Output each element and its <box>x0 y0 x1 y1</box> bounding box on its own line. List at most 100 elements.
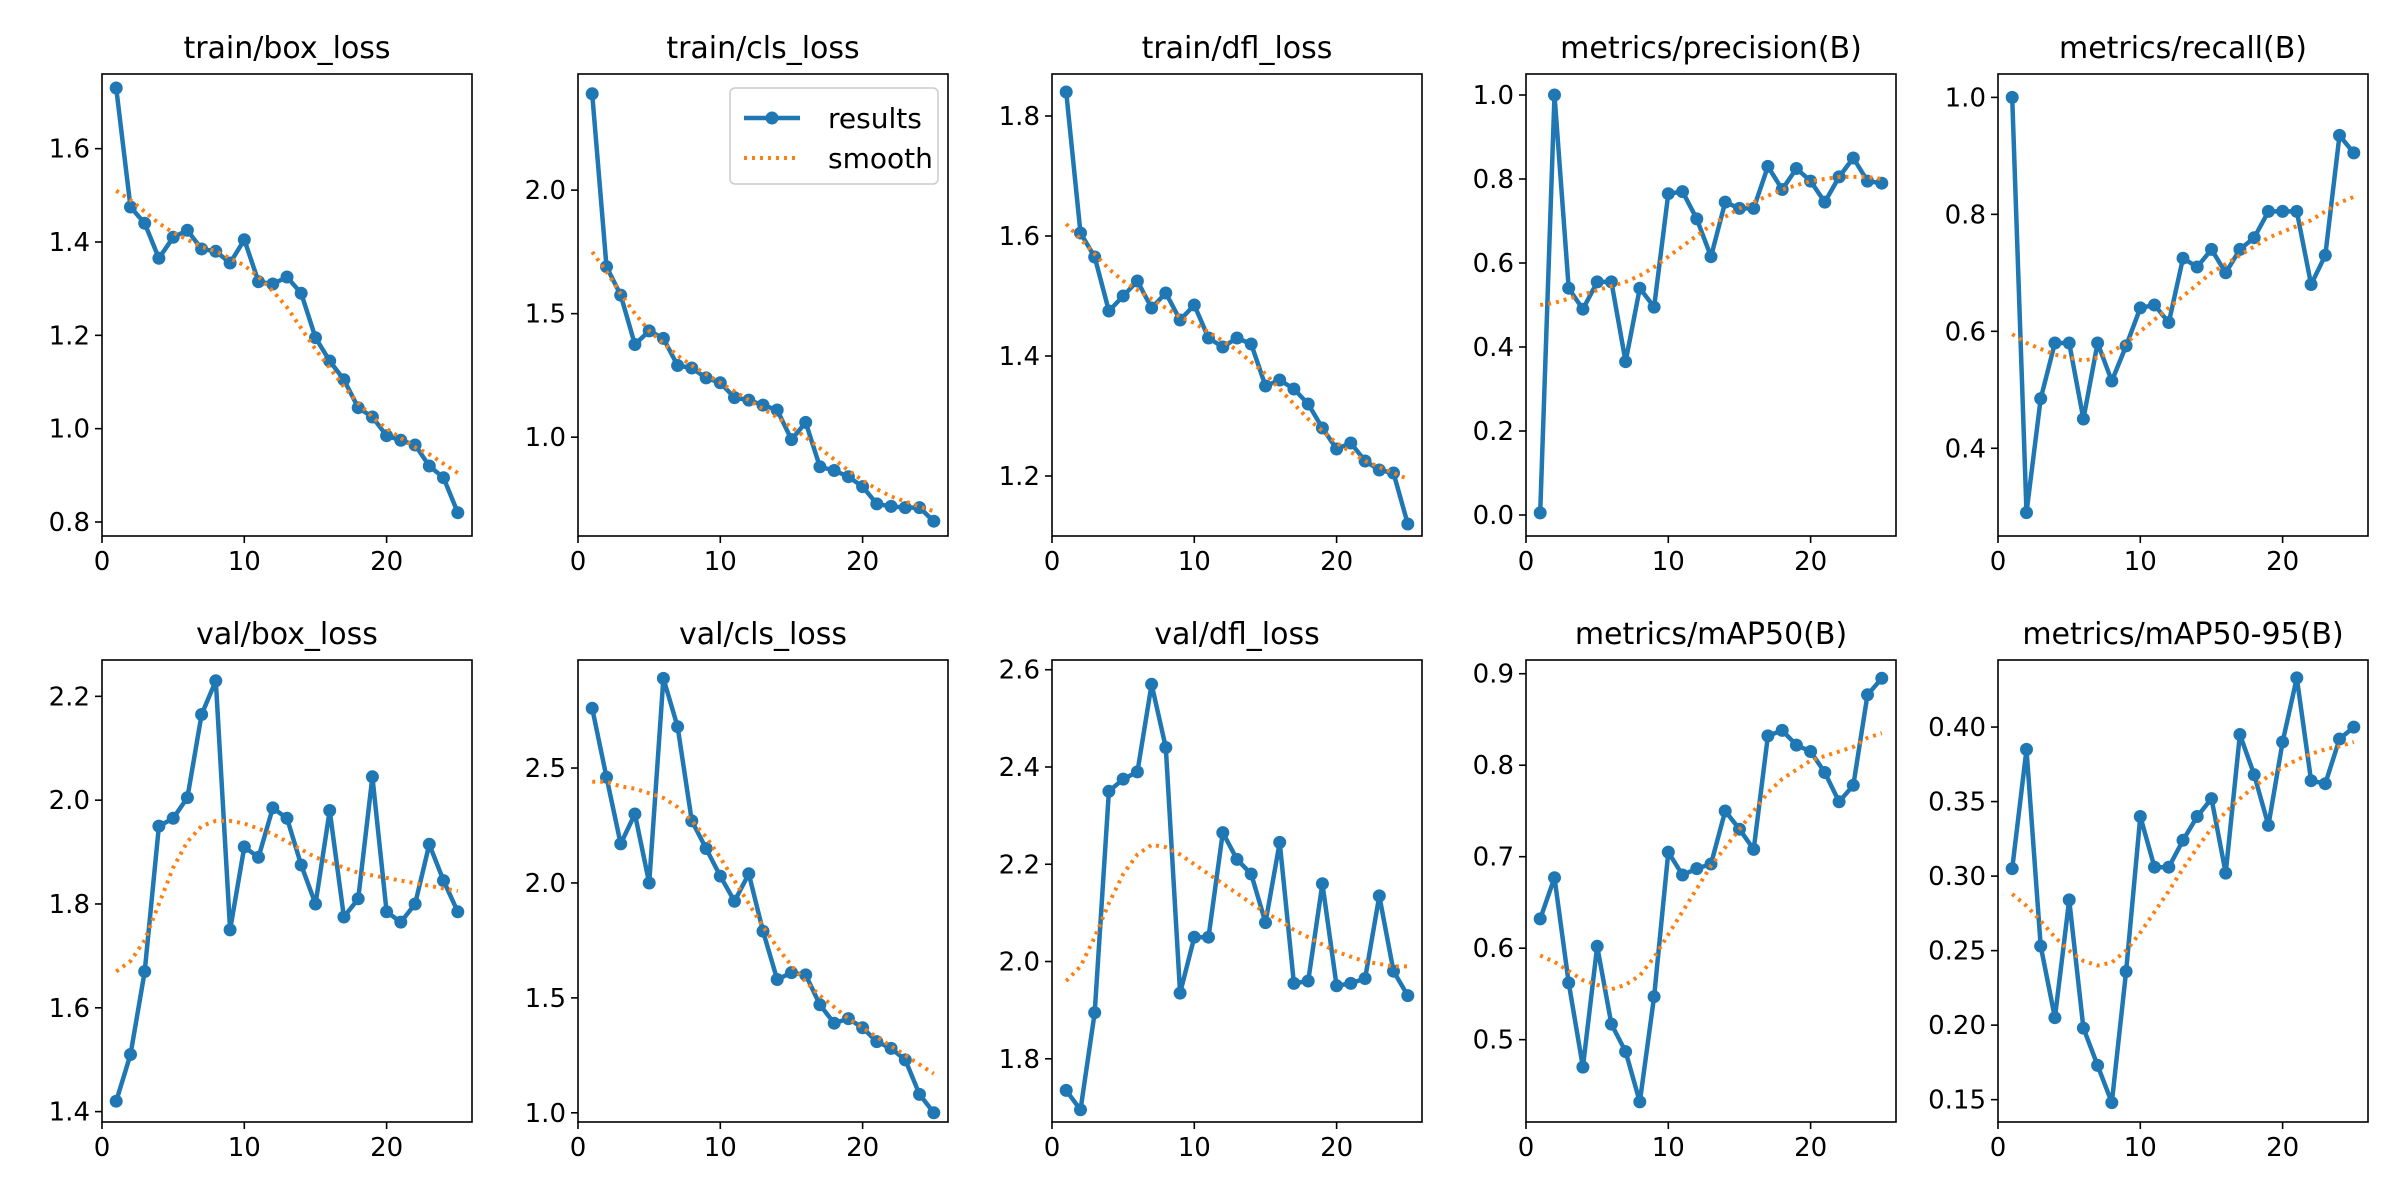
data-point <box>1287 382 1301 396</box>
x-tick-label: 0 <box>1044 547 1061 577</box>
y-tick-label: 2.0 <box>999 948 1040 978</box>
data-point <box>1159 741 1173 754</box>
data-point <box>1401 517 1415 531</box>
data-point <box>2333 732 2346 746</box>
x-tick-label: 0 <box>570 547 587 577</box>
data-point <box>1102 784 1116 798</box>
x-tick-label: 0 <box>1044 1133 1061 1163</box>
data-point <box>1159 286 1173 300</box>
data-point <box>1216 826 1230 840</box>
data-point <box>713 869 727 883</box>
y-tick-label: 0.6 <box>1473 934 1514 964</box>
data-point <box>1533 506 1547 520</box>
axes-frame <box>1525 73 1897 537</box>
data-point <box>309 897 322 911</box>
data-point <box>394 915 408 929</box>
data-point <box>2276 204 2290 218</box>
y-tick-label: 0.15 <box>1928 1086 1986 1116</box>
data-point <box>1875 176 1889 190</box>
panel-title: train/cls_loss <box>666 31 859 66</box>
data-point <box>1818 766 1832 779</box>
data-point <box>180 791 194 805</box>
data-point <box>2091 1058 2105 1072</box>
data-point <box>1287 976 1301 990</box>
data-point <box>2304 774 2318 788</box>
data-point <box>351 892 365 906</box>
panel-title: val/box_loss <box>196 617 378 652</box>
data-point <box>1775 723 1789 737</box>
data-point <box>1401 989 1415 1003</box>
data-point <box>1661 187 1675 201</box>
x-tick-label: 10 <box>704 547 737 577</box>
data-point <box>422 459 436 473</box>
smooth-line <box>2010 740 2355 968</box>
data-point <box>1761 729 1775 743</box>
data-point <box>109 1094 123 1108</box>
data-point <box>2020 742 2033 756</box>
panel-3: train/dfl_loss 0 10 20 1.2 1.4 1.6 1.8 <box>999 31 1423 577</box>
panel-4: metrics/precision(B) 0 10 20 0.0 0.2 0.4 0.6 0.8… <box>1473 31 1897 577</box>
x-tick-label: 20 <box>1320 1133 1353 1163</box>
x-tick-label: 10 <box>1178 1133 1211 1163</box>
x-tick-label: 0 <box>1518 547 1535 577</box>
data-point <box>1818 195 1832 209</box>
data-point <box>1315 877 1329 891</box>
data-point <box>1187 930 1201 944</box>
y-tick-label: 0.7 <box>1473 843 1514 873</box>
data-point <box>785 433 798 447</box>
results-line <box>2009 97 2356 515</box>
data-point <box>1372 889 1386 903</box>
y-tick-label: 1.6 <box>49 994 90 1024</box>
results-line <box>1064 682 1410 1113</box>
x-tick-label: 0 <box>1990 547 2007 577</box>
axes-frame <box>1051 73 1423 537</box>
y-tick-label: 0.6 <box>1473 249 1514 279</box>
panel-title: train/box_loss <box>183 31 390 66</box>
data-point <box>799 415 813 429</box>
data-point <box>671 359 685 372</box>
data-point <box>2105 1096 2119 1110</box>
data-point <box>223 923 237 937</box>
y-tick-label: 0.25 <box>1928 937 1986 967</box>
data-point <box>1846 778 1860 792</box>
data-point <box>351 401 365 415</box>
data-point <box>2205 242 2218 256</box>
data-point <box>152 819 166 833</box>
x-tick-label: 0 <box>570 1133 587 1163</box>
x-tick-label: 10 <box>2124 1133 2157 1163</box>
y-tick-label: 1.4 <box>49 1098 90 1128</box>
data-point <box>2048 1011 2062 1025</box>
data-point <box>898 1053 912 1067</box>
data-point <box>2276 735 2290 749</box>
data-point <box>2190 260 2204 274</box>
data-point <box>2005 90 2019 104</box>
data-point <box>1804 174 1818 188</box>
y-tick-label: 2.2 <box>49 682 90 712</box>
data-point <box>209 674 223 688</box>
data-point <box>2062 893 2076 907</box>
data-point <box>237 840 251 854</box>
axes-frame <box>577 73 949 537</box>
data-point <box>1330 442 1344 456</box>
data-point <box>323 804 337 817</box>
data-point <box>1273 835 1287 849</box>
data-point <box>124 1048 137 1061</box>
data-point <box>180 223 194 237</box>
data-point <box>252 850 265 864</box>
panel-title: train/dfl_loss <box>1142 31 1333 66</box>
x-tick-label: 10 <box>2124 547 2157 577</box>
data-point <box>614 837 628 851</box>
data-point <box>913 1087 926 1101</box>
axes-frame <box>101 73 473 537</box>
smooth-line <box>2011 194 2355 363</box>
data-point <box>1633 281 1647 295</box>
data-point <box>309 331 322 345</box>
panel-10: metrics/mAP50-95(B) 0 10 20 0.15 0.20 0.25 0.30… <box>1928 617 2369 1163</box>
data-point <box>728 894 741 908</box>
y-tick-label: 1.0 <box>525 423 566 453</box>
panel-title: metrics/mAP50-95(B) <box>2022 617 2343 652</box>
axes-frame <box>1997 659 2369 1123</box>
data-point <box>152 251 166 265</box>
data-point <box>109 81 123 95</box>
data-point <box>2048 336 2062 350</box>
